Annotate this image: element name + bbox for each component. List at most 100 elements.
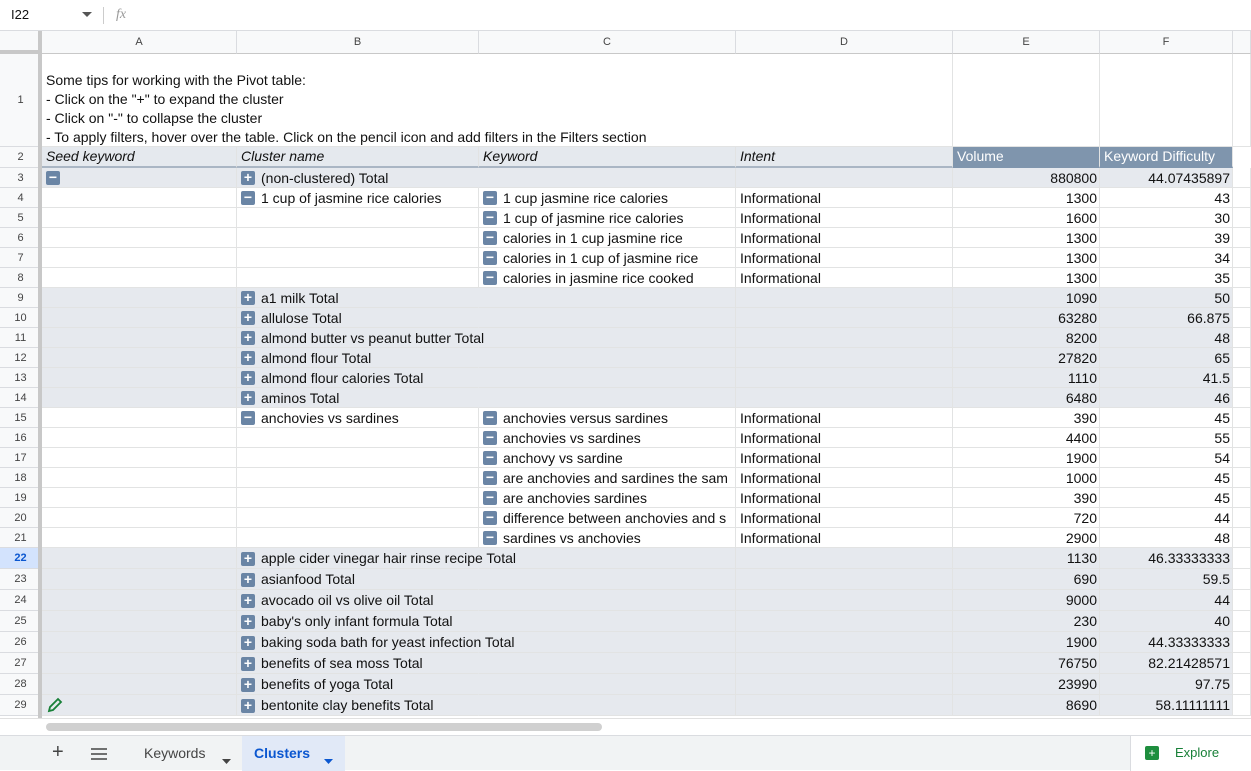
- toggle-plus[interactable]: +: [241, 350, 255, 365]
- cluster-name: almond flour Total: [261, 350, 372, 366]
- cell: [1233, 268, 1251, 288]
- toggle-plus[interactable]: +: [241, 572, 255, 587]
- toggle-plus[interactable]: +: [241, 390, 255, 405]
- keyword: 1 cup jasmine rice calories: [503, 190, 668, 206]
- scrollbar[interactable]: [46, 723, 602, 731]
- header-label: Seed keyword: [46, 148, 135, 164]
- filter-pencil[interactable]: [46, 697, 63, 714]
- cell: [1100, 168, 1233, 188]
- cell: [1100, 308, 1233, 328]
- row-number: 19: [0, 488, 42, 508]
- cluster-name: apple cider vinegar hair rinse recipe To…: [261, 550, 516, 566]
- keyword: anchovies vs sardines: [503, 430, 641, 446]
- toggle-plus[interactable]: +: [241, 614, 255, 629]
- toggle-plus[interactable]: +: [241, 290, 255, 305]
- keyword-difficulty: 41.5: [1202, 370, 1230, 386]
- toggle-plus[interactable]: +: [241, 656, 255, 671]
- row-number: 5: [0, 208, 42, 228]
- volume: 390: [1073, 490, 1097, 506]
- row-number: 22: [0, 548, 42, 569]
- row-number: 23: [0, 569, 42, 590]
- toggle-minus[interactable]: −: [483, 450, 497, 465]
- toggle-plus[interactable]: +: [241, 310, 255, 325]
- explore-label: Explore: [1175, 745, 1220, 760]
- add-sheet[interactable]: +: [52, 741, 64, 763]
- cell: [479, 168, 736, 188]
- cell: [736, 548, 953, 569]
- toggle-plus[interactable]: +: [241, 635, 255, 650]
- toggle-minus[interactable]: −: [483, 410, 497, 425]
- row-number: 1: [0, 54, 42, 147]
- keyword-difficulty: 44.07435897: [1148, 170, 1230, 186]
- cell: [479, 348, 736, 368]
- toggle-plus[interactable]: +: [241, 370, 255, 385]
- cell: [237, 488, 479, 508]
- keyword: anchovy vs sardine: [503, 450, 623, 466]
- cell: [237, 168, 479, 188]
- cell: [479, 228, 736, 248]
- toggle-minus[interactable]: −: [241, 410, 255, 425]
- column-header: D: [736, 31, 953, 54]
- header-cell: [42, 147, 237, 168]
- toggle-plus[interactable]: +: [241, 677, 255, 692]
- keyword-difficulty: 43: [1214, 190, 1230, 206]
- cell: [1100, 54, 1233, 147]
- cell: [479, 548, 736, 569]
- cell: [42, 208, 237, 228]
- cell: [237, 328, 479, 348]
- cell: [1100, 348, 1233, 368]
- toggle-minus[interactable]: −: [483, 270, 497, 285]
- row-number: 24: [0, 590, 42, 611]
- toggle-minus[interactable]: −: [241, 190, 255, 205]
- cell: [1233, 611, 1251, 632]
- cell: [953, 288, 1100, 308]
- toggle-plus[interactable]: +: [241, 593, 255, 608]
- column-header: B: [237, 31, 479, 54]
- toggle-minus[interactable]: −: [483, 250, 497, 265]
- cell: [479, 188, 736, 208]
- toggle-minus[interactable]: −: [46, 170, 60, 185]
- column-header: E: [953, 31, 1100, 54]
- toggle-minus[interactable]: −: [483, 190, 497, 205]
- toggle-minus[interactable]: −: [483, 490, 497, 505]
- cell-ref[interactable]: I22: [11, 7, 30, 22]
- cell: [736, 674, 953, 695]
- volume: 880800: [1050, 170, 1097, 186]
- cell: [42, 611, 237, 632]
- cell: [736, 54, 953, 147]
- toggle-minus[interactable]: −: [483, 470, 497, 485]
- cell: [736, 328, 953, 348]
- keyword-difficulty: 45: [1214, 490, 1230, 506]
- header-label: Keyword: [483, 148, 538, 164]
- cell: [237, 408, 479, 428]
- explore-button[interactable]: + Explore: [1130, 736, 1251, 771]
- dropdown-arrow[interactable]: [82, 12, 92, 18]
- toggle-minus[interactable]: −: [483, 510, 497, 525]
- toggle-plus[interactable]: +: [241, 330, 255, 345]
- sheet-tab[interactable]: Keywords: [128, 736, 242, 771]
- cell: [1233, 288, 1251, 308]
- cell: [736, 611, 953, 632]
- toggle-minus[interactable]: −: [483, 430, 497, 445]
- cell: [479, 54, 736, 147]
- cell: [479, 408, 736, 428]
- sheet-tab[interactable]: Clusters: [242, 736, 345, 771]
- sheet-list[interactable]: [91, 748, 107, 760]
- toggle-plus[interactable]: +: [241, 170, 255, 185]
- toggle-minus[interactable]: −: [483, 210, 497, 225]
- toggle-plus[interactable]: +: [241, 698, 255, 713]
- cell: [237, 674, 479, 695]
- cell: [237, 548, 479, 569]
- keyword-difficulty: 48: [1214, 330, 1230, 346]
- cell: [479, 388, 736, 408]
- header-label: Intent: [740, 148, 776, 164]
- cell: [237, 348, 479, 368]
- cell: [1233, 328, 1251, 348]
- toggle-minus[interactable]: −: [483, 530, 497, 545]
- toggle-plus[interactable]: +: [241, 551, 255, 566]
- cell: [42, 569, 237, 590]
- tab-dropdown: [222, 751, 231, 764]
- toggle-minus[interactable]: −: [483, 230, 497, 245]
- cell: [736, 408, 953, 428]
- row-number: 25: [0, 611, 42, 632]
